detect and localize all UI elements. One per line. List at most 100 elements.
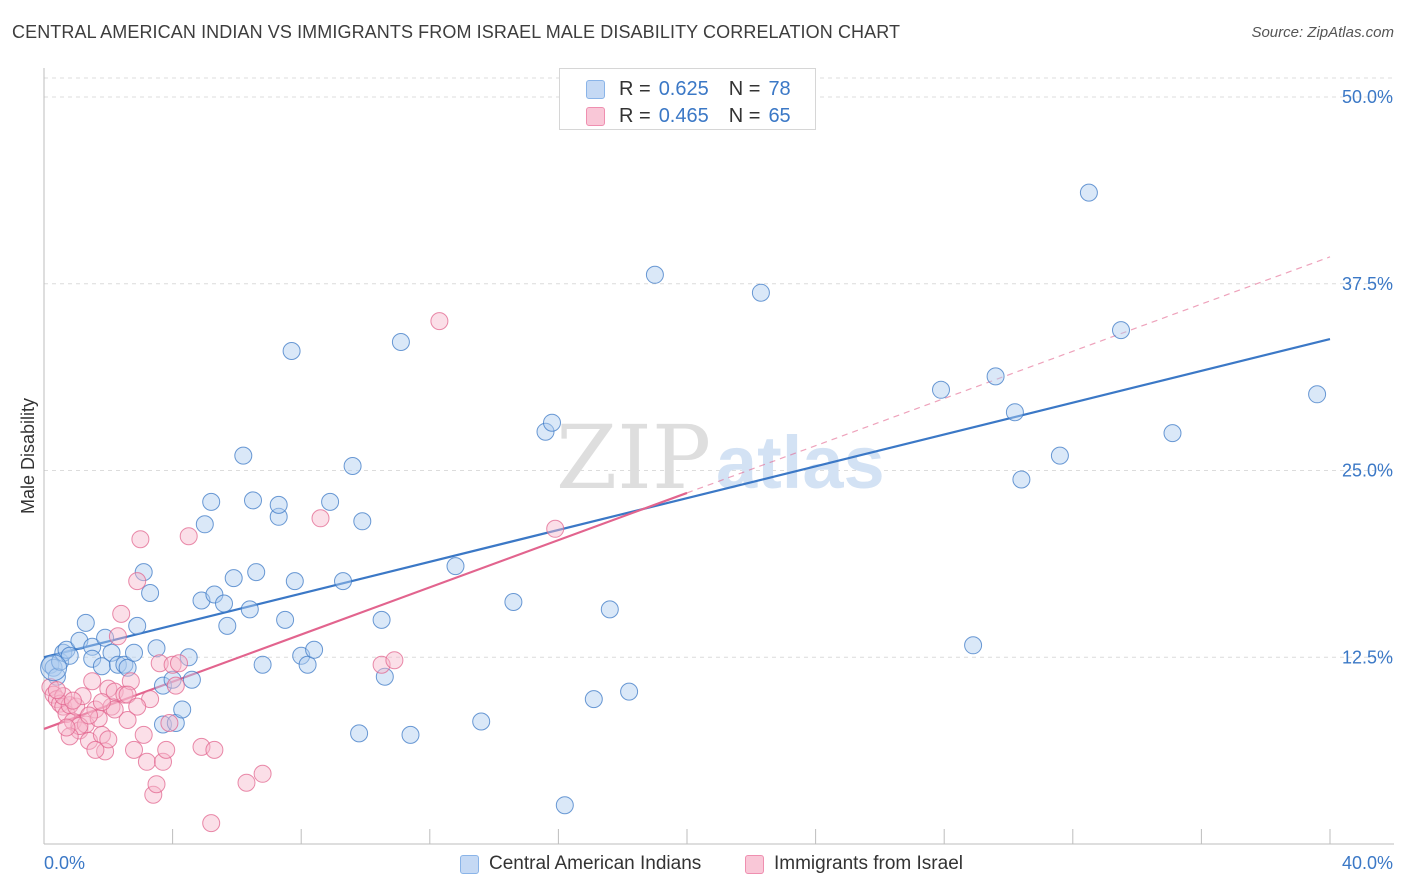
point-central-american-cluster: [40, 654, 68, 682]
source-label: Source: ZipAtlas.com: [1251, 24, 1394, 41]
point-central-american: [1005, 403, 1024, 422]
point-central-american: [244, 491, 262, 510]
watermark-zip: ZIP: [556, 406, 711, 509]
r-label: R =: [619, 104, 651, 127]
point-israel: [170, 654, 188, 673]
point-central-american: [240, 600, 259, 619]
point-israel: [83, 672, 102, 691]
point-israel: [157, 740, 176, 759]
point-central-american: [353, 512, 372, 531]
point-central-american: [83, 649, 102, 668]
r-label: R =: [619, 77, 651, 100]
bottom-legend-central-american: Central American Indians: [460, 852, 701, 876]
point-central-american: [108, 655, 127, 674]
data-points: [40, 183, 1327, 833]
point-central-american: [446, 557, 465, 576]
y-tick-label: 12.5%: [1342, 647, 1393, 667]
point-central-american: [401, 725, 420, 744]
point-central-american: [986, 367, 1005, 386]
point-central-american: [751, 283, 770, 302]
point-central-american: [60, 646, 79, 665]
point-israel: [99, 730, 118, 749]
point-israel: [137, 752, 156, 771]
point-israel: [108, 627, 127, 646]
r-value: 0.465: [658, 104, 709, 127]
bottom-legend-label: Central American Indians: [489, 853, 702, 874]
point-israel: [63, 691, 82, 710]
point-central-american: [285, 572, 304, 591]
point-central-american: [269, 495, 288, 514]
point-israel: [546, 519, 565, 538]
point-israel: [57, 718, 76, 737]
point-central-american: [543, 413, 561, 432]
point-central-american: [147, 639, 166, 658]
point-central-american: [391, 333, 410, 351]
point-central-american: [282, 342, 301, 360]
point-central-american: [305, 640, 324, 659]
point-israel: [118, 711, 137, 729]
point-central-american: [1050, 446, 1069, 465]
y-tick-label: 25.0%: [1342, 461, 1393, 481]
point-israel: [166, 676, 185, 695]
point-central-american: [218, 616, 237, 635]
point-central-american: [536, 422, 555, 441]
point-central-american: [472, 712, 491, 731]
point-israel: [202, 814, 221, 833]
point-central-american: [645, 265, 664, 284]
point-israel: [131, 530, 150, 549]
point-central-american: [1308, 385, 1327, 404]
point-central-american: [298, 655, 317, 674]
correlation-legend: R = 0.625 N = 78 R = 0.465 N = 65: [559, 68, 816, 130]
point-central-american: [247, 563, 266, 582]
legend-swatch-blue: [586, 79, 605, 99]
point-central-american: [115, 655, 134, 674]
point-israel: [179, 527, 198, 546]
n-value: 78: [768, 77, 791, 100]
point-central-american: [92, 657, 111, 676]
point-israel: [205, 740, 224, 759]
axes: [43, 68, 1394, 845]
point-central-american: [195, 515, 214, 534]
trend-israel: [43, 491, 688, 730]
y-tick-label: 37.5%: [1342, 274, 1393, 294]
point-central-american: [163, 670, 182, 689]
point-central-american: [179, 648, 198, 667]
y-axis-label: Male Disability: [18, 398, 38, 514]
point-central-american: [141, 584, 160, 602]
point-central-american: [253, 655, 272, 674]
y-tick-label: 50.0%: [1342, 87, 1393, 107]
legend-row-israel: R = 0.465 N = 65: [586, 104, 791, 128]
point-central-american: [224, 569, 243, 588]
point-israel: [86, 740, 105, 759]
point-israel: [385, 651, 404, 670]
bottom-swatch-pink: [745, 854, 764, 874]
n-value: 65: [768, 104, 791, 127]
n-label: N =: [728, 104, 761, 127]
bottom-swatch-blue: [460, 854, 479, 874]
grid-lines: [44, 77, 1394, 658]
trend-israel-extension: [686, 256, 1331, 494]
point-central-american: [555, 796, 574, 815]
point-central-american: [154, 676, 172, 695]
point-central-american: [215, 594, 233, 613]
point-central-american: [276, 610, 295, 629]
chart-title: CENTRAL AMERICAN INDIAN VS IMMIGRANTS FR…: [12, 22, 901, 42]
point-israel: [92, 693, 111, 712]
point-central-american: [134, 563, 153, 582]
point-central-american: [620, 682, 639, 701]
point-israel: [67, 697, 86, 716]
point-central-american: [375, 667, 394, 686]
point-israel: [96, 742, 115, 761]
point-israel: [118, 685, 137, 704]
point-central-american: [102, 643, 121, 662]
point-central-american: [504, 593, 523, 611]
point-israel: [154, 752, 172, 771]
tick-labels: 12.5% 25.0% 37.5% 50.0% 0.0% 40.0%: [44, 87, 1393, 873]
point-central-american: [932, 380, 950, 399]
point-israel: [144, 785, 163, 804]
point-central-american: [343, 457, 362, 475]
point-central-american: [202, 492, 221, 511]
point-israel: [253, 764, 272, 783]
point-israel: [147, 775, 166, 794]
point-israel: [80, 706, 98, 725]
